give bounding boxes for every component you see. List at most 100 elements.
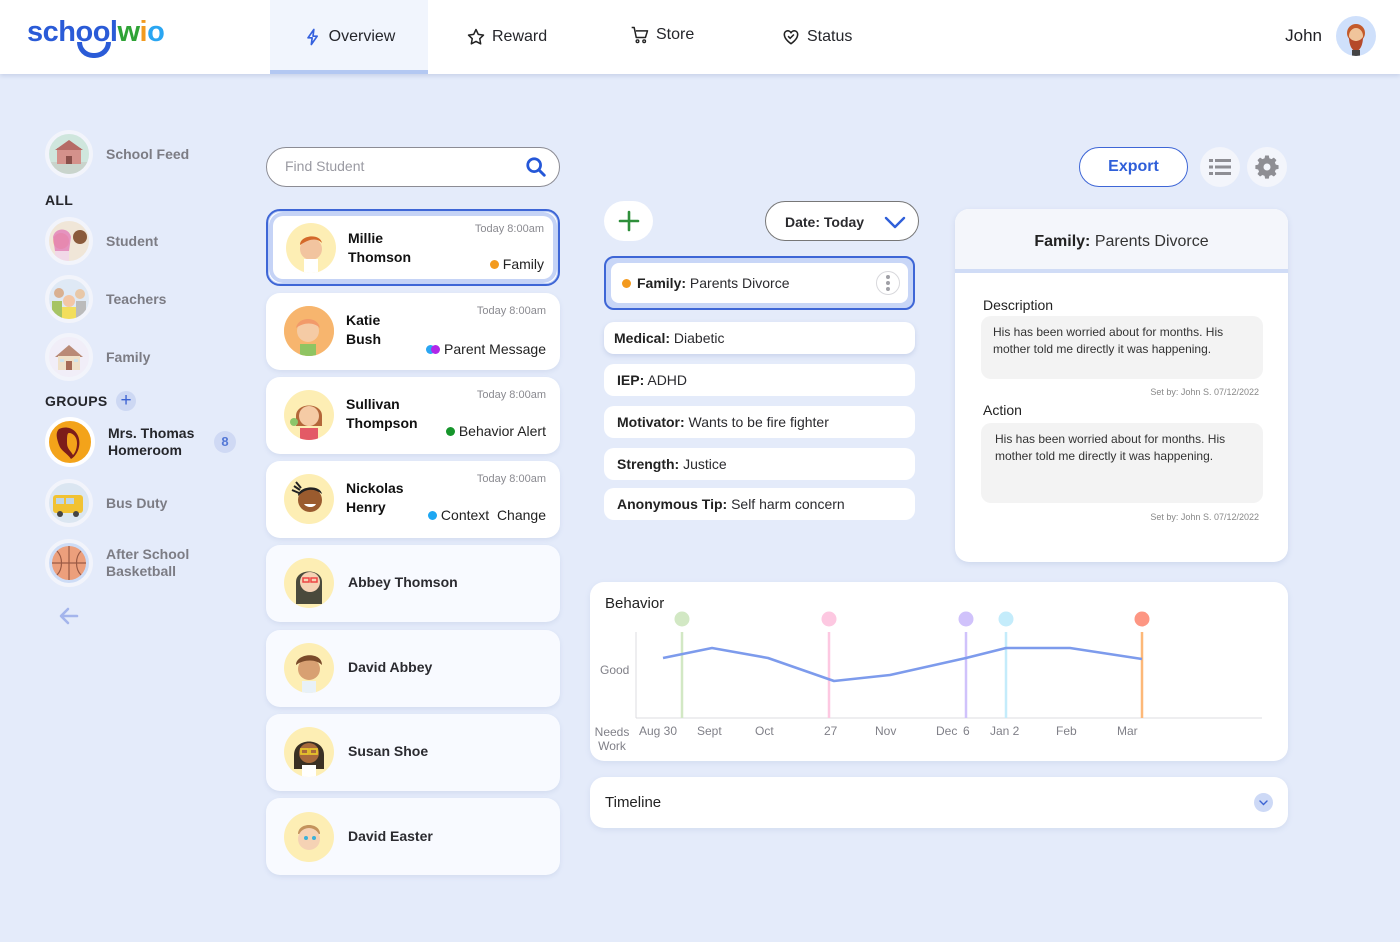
lion-mascot-icon (45, 417, 95, 467)
add-factor-button[interactable] (604, 201, 653, 241)
student-first-name: Katie (346, 312, 381, 328)
sidebar-group-after-school-basketball[interactable]: After School Basketball (45, 539, 189, 587)
student-name: David Easter (348, 828, 433, 844)
group-count-badge: 8 (214, 431, 236, 453)
nav-tab-store[interactable]: Store (630, 0, 694, 72)
nav-tab-overview[interactable]: Overview (270, 0, 428, 74)
x-tick: Nov (875, 724, 897, 738)
factor-iep[interactable]: IEP: ADHD (604, 364, 915, 396)
student-avatar (284, 727, 334, 777)
student-timestamp: Today 8:00am (476, 473, 546, 485)
schoolwio-logo[interactable]: schoolwio (27, 16, 165, 48)
student-card-katie-bush[interactable]: Katie Bush Today 8:00am Parent Message (266, 293, 560, 370)
student-first-name: Millie (348, 230, 384, 246)
nav-tab-status[interactable]: Status (781, 0, 852, 74)
student-card-susan-shoe[interactable]: Susan Shoe (266, 714, 560, 791)
factor-strength[interactable]: Strength: Justice (604, 448, 915, 480)
factor-medical[interactable]: Medical: Diabetic (604, 322, 915, 354)
description-text[interactable]: His has been worried about for months. H… (981, 316, 1263, 379)
nav-tab-label: Overview (328, 28, 396, 45)
cart-icon (631, 26, 649, 44)
list-view-button[interactable] (1200, 147, 1240, 187)
student-name: David Abbey (348, 659, 433, 675)
student-card-david-easter[interactable]: David Easter (266, 798, 560, 875)
sidebar-item-school-feed[interactable]: School Feed (45, 130, 189, 178)
export-button[interactable]: Export (1079, 147, 1188, 187)
user-avatar[interactable] (1336, 16, 1376, 56)
student-first-name: Nickolas (346, 480, 404, 496)
lightning-icon (306, 28, 318, 46)
student-avatar (286, 223, 336, 273)
logo-smile-icon (77, 42, 111, 58)
nav-tab-label: Status (807, 28, 853, 45)
description-label: Description (983, 297, 1054, 313)
student-card-david-abbey[interactable]: David Abbey (266, 630, 560, 707)
basketball-icon (45, 539, 93, 587)
school-bus-icon (45, 479, 93, 527)
group-name-line1: After School (106, 546, 190, 562)
top-nav-bar: schoolwio Overview Reward Store Status J… (0, 0, 1400, 74)
expand-timeline-button[interactable] (1254, 793, 1273, 812)
collapse-sidebar-button[interactable] (57, 604, 81, 635)
context-change-dot-icon (427, 510, 437, 520)
groups-section-title: GROUPS (45, 393, 108, 409)
sidebar-group-mrs-thomas-homeroom[interactable]: Mrs. Thomas Homeroom (45, 417, 194, 467)
y-tick-good: Good (600, 663, 630, 677)
sidebar-item-student[interactable]: Student (45, 217, 158, 265)
factor-motivator[interactable]: Motivator: Wants to be fire fighter (604, 406, 915, 438)
description-set-by: Set by: John S. 07/12/2022 (1150, 387, 1259, 397)
student-last-name: Henry (346, 499, 386, 515)
settings-button[interactable] (1247, 147, 1287, 187)
sidebar-group-bus-duty[interactable]: Bus Duty (45, 479, 167, 527)
student-card-millie-thomson[interactable]: Millie Thomson Today 8:00am Family (266, 209, 560, 286)
action-label: Action (983, 402, 1022, 418)
sidebar-item-teachers[interactable]: Teachers (45, 275, 166, 323)
sidebar-item-label: Family (106, 349, 151, 365)
tag-label: Behavior Alert (458, 423, 546, 439)
student-last-name: Thomson (348, 249, 411, 265)
more-options-button[interactable] (876, 271, 900, 295)
factor-key: Family: (637, 275, 687, 291)
bearded-man-avatar-icon (1347, 24, 1365, 56)
school-building-icon (45, 130, 93, 178)
date-filter-dropdown[interactable]: Date: Today (765, 201, 919, 241)
user-menu[interactable]: John (1285, 16, 1376, 56)
student-card-abbey-thomson[interactable]: Abbey Thomson (266, 545, 560, 622)
student-avatar (284, 306, 334, 356)
search-input[interactable] (285, 158, 505, 174)
x-tick: 27 (824, 724, 838, 738)
chart-title: Behavior (605, 595, 665, 612)
nav-tab-label: Store (656, 26, 695, 43)
detail-title: Family: Parents Divorce (955, 209, 1288, 273)
search-icon[interactable] (525, 156, 547, 178)
x-tick: Dec (936, 724, 958, 738)
student-avatar (284, 643, 334, 693)
student-alert-tag: Parent Message (426, 341, 546, 357)
student-card-sullivan-thompson[interactable]: Sullivan Thompson Today 8:00am Behavior … (266, 377, 560, 454)
student-card-nickolas-henry[interactable]: Nickolas Henry Today 8:00am Context Chan… (266, 461, 560, 538)
factor-value: Diabetic (670, 330, 725, 346)
find-student-search[interactable] (266, 147, 560, 187)
factor-anonymous-tip[interactable]: Anonymous Tip: Self harm concern (604, 488, 915, 520)
action-text[interactable]: His has been worried about for months. H… (981, 423, 1263, 503)
tag-label: Family (502, 256, 544, 272)
factor-value: Parents Divorce (686, 275, 790, 291)
timeline-section[interactable]: Timeline (590, 777, 1288, 828)
student-name: Susan Shoe (348, 743, 429, 759)
nav-tab-reward[interactable]: Reward (466, 0, 547, 74)
parent-message-dots-icon (426, 344, 441, 354)
factor-key: IEP: (617, 372, 645, 388)
factor-value: Justice (679, 456, 727, 472)
tag-label: Parent Message (444, 341, 546, 357)
sidebar-item-label: Teachers (106, 291, 167, 307)
add-group-button[interactable]: + (116, 391, 136, 411)
student-name: Abbey Thomson (348, 574, 458, 590)
behavior-chart-card: Behavior Good Needs Work Aug 30 Sept Oct… (590, 582, 1288, 761)
x-tick: 6 (963, 724, 970, 738)
x-tick: Sept (697, 724, 722, 738)
student-alert-tag: Behavior Alert (445, 423, 546, 439)
factor-family[interactable]: Family: Parents Divorce (604, 256, 915, 310)
sidebar-item-family[interactable]: Family (45, 333, 150, 381)
student-timestamp: Today 8:00am (474, 223, 544, 235)
chevron-down-icon (884, 216, 906, 229)
